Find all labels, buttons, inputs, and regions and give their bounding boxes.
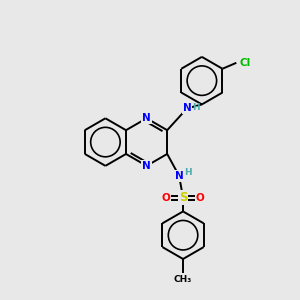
Text: N: N bbox=[183, 103, 191, 113]
Text: CH₃: CH₃ bbox=[174, 275, 192, 284]
Text: O: O bbox=[196, 193, 204, 202]
Text: N: N bbox=[175, 171, 184, 181]
Text: H: H bbox=[192, 103, 200, 112]
Text: O: O bbox=[162, 193, 171, 202]
Text: N: N bbox=[142, 161, 151, 171]
Text: N: N bbox=[142, 113, 151, 123]
Text: H: H bbox=[184, 168, 192, 177]
Text: S: S bbox=[179, 191, 187, 204]
Text: Cl: Cl bbox=[239, 58, 250, 68]
